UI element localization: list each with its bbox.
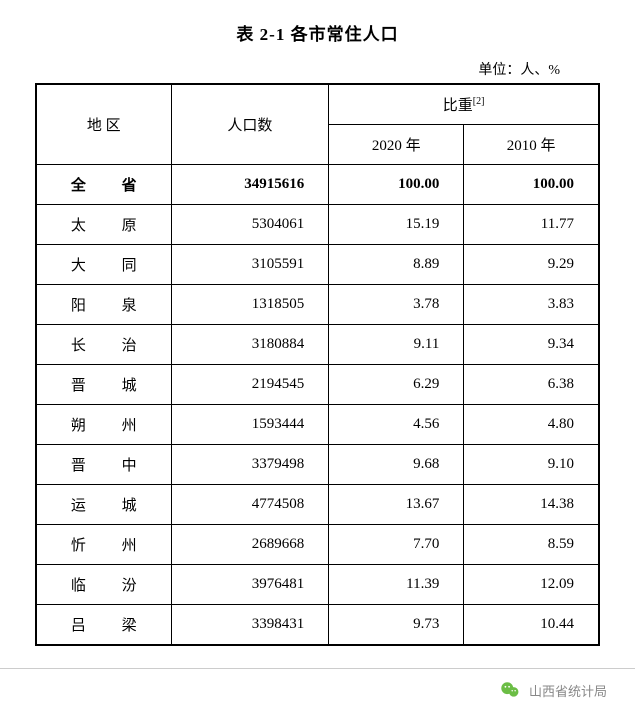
table-row: 阳 泉 1318505 3.78 3.83 bbox=[36, 285, 599, 325]
th-ratio-group: 比重[2] bbox=[329, 84, 599, 125]
table-row: 晋 中 3379498 9.68 9.10 bbox=[36, 445, 599, 485]
cell-population: 2194545 bbox=[171, 365, 329, 405]
table-row: 忻 州 2689668 7.70 8.59 bbox=[36, 525, 599, 565]
th-2020: 2020 年 bbox=[329, 125, 464, 165]
th-ratio-superscript: [2] bbox=[473, 96, 485, 107]
th-region: 地 区 bbox=[36, 84, 171, 165]
th-2010: 2010 年 bbox=[464, 125, 599, 165]
cell-r2010: 9.34 bbox=[464, 325, 599, 365]
cell-r2010: 8.59 bbox=[464, 525, 599, 565]
th-ratio-label: 比重 bbox=[443, 98, 473, 114]
cell-region: 大 同 bbox=[36, 245, 171, 285]
cell-r2020: 7.70 bbox=[329, 525, 464, 565]
total-row: 全 省 34915616 100.00 100.00 bbox=[36, 165, 599, 205]
table-row: 晋 城 2194545 6.29 6.38 bbox=[36, 365, 599, 405]
cell-region: 太 原 bbox=[36, 205, 171, 245]
cell-population: 3398431 bbox=[171, 605, 329, 646]
cell-population: 5304061 bbox=[171, 205, 329, 245]
th-population: 人口数 bbox=[171, 84, 329, 165]
cell-region: 忻 州 bbox=[36, 525, 171, 565]
cell-region: 朔 州 bbox=[36, 405, 171, 445]
unit-label: 单位：人、% bbox=[35, 59, 600, 79]
cell-r2010: 4.80 bbox=[464, 405, 599, 445]
table-row: 吕 梁 3398431 9.73 10.44 bbox=[36, 605, 599, 646]
cell-population: 4774508 bbox=[171, 485, 329, 525]
cell-population: 1593444 bbox=[171, 405, 329, 445]
cell-r2020: 3.78 bbox=[329, 285, 464, 325]
cell-r2010: 14.38 bbox=[464, 485, 599, 525]
wechat-icon bbox=[499, 679, 521, 701]
cell-r2020: 13.67 bbox=[329, 485, 464, 525]
cell-region: 临 汾 bbox=[36, 565, 171, 605]
cell-population: 2689668 bbox=[171, 525, 329, 565]
table-row: 临 汾 3976481 11.39 12.09 bbox=[36, 565, 599, 605]
cell-population: 34915616 bbox=[171, 165, 329, 205]
cell-r2020: 9.11 bbox=[329, 325, 464, 365]
cell-r2010: 3.83 bbox=[464, 285, 599, 325]
table-row: 太 原 5304061 15.19 11.77 bbox=[36, 205, 599, 245]
cell-r2020: 4.56 bbox=[329, 405, 464, 445]
cell-r2010: 9.10 bbox=[464, 445, 599, 485]
cell-population: 3976481 bbox=[171, 565, 329, 605]
cell-r2020: 9.73 bbox=[329, 605, 464, 646]
cell-population: 3105591 bbox=[171, 245, 329, 285]
cell-r2020: 11.39 bbox=[329, 565, 464, 605]
table-row: 长 治 3180884 9.11 9.34 bbox=[36, 325, 599, 365]
table-row: 朔 州 1593444 4.56 4.80 bbox=[36, 405, 599, 445]
cell-region: 晋 城 bbox=[36, 365, 171, 405]
table-title: 表 2-1 各市常住人口 bbox=[35, 20, 600, 45]
cell-r2020: 6.29 bbox=[329, 365, 464, 405]
cell-region: 长 治 bbox=[36, 325, 171, 365]
cell-region: 阳 泉 bbox=[36, 285, 171, 325]
cell-r2020: 100.00 bbox=[329, 165, 464, 205]
cell-r2010: 12.09 bbox=[464, 565, 599, 605]
cell-r2020: 9.68 bbox=[329, 445, 464, 485]
cell-r2020: 8.89 bbox=[329, 245, 464, 285]
table-row: 大 同 3105591 8.89 9.29 bbox=[36, 245, 599, 285]
cell-region: 运 城 bbox=[36, 485, 171, 525]
cell-r2010: 10.44 bbox=[464, 605, 599, 646]
cell-r2010: 100.00 bbox=[464, 165, 599, 205]
cell-r2010: 6.38 bbox=[464, 365, 599, 405]
cell-population: 3180884 bbox=[171, 325, 329, 365]
cell-r2010: 9.29 bbox=[464, 245, 599, 285]
population-table: 地 区 人口数 比重[2] 2020 年 2010 年 全 省 34915616… bbox=[35, 83, 600, 646]
cell-region: 吕 梁 bbox=[36, 605, 171, 646]
cell-region: 晋 中 bbox=[36, 445, 171, 485]
cell-population: 1318505 bbox=[171, 285, 329, 325]
table-row: 运 城 4774508 13.67 14.38 bbox=[36, 485, 599, 525]
source-label: 山西省统计局 bbox=[529, 681, 607, 700]
cell-r2010: 11.77 bbox=[464, 205, 599, 245]
cell-population: 3379498 bbox=[171, 445, 329, 485]
cell-region: 全 省 bbox=[36, 165, 171, 205]
cell-r2020: 15.19 bbox=[329, 205, 464, 245]
footer: 山西省统计局 bbox=[0, 669, 635, 711]
